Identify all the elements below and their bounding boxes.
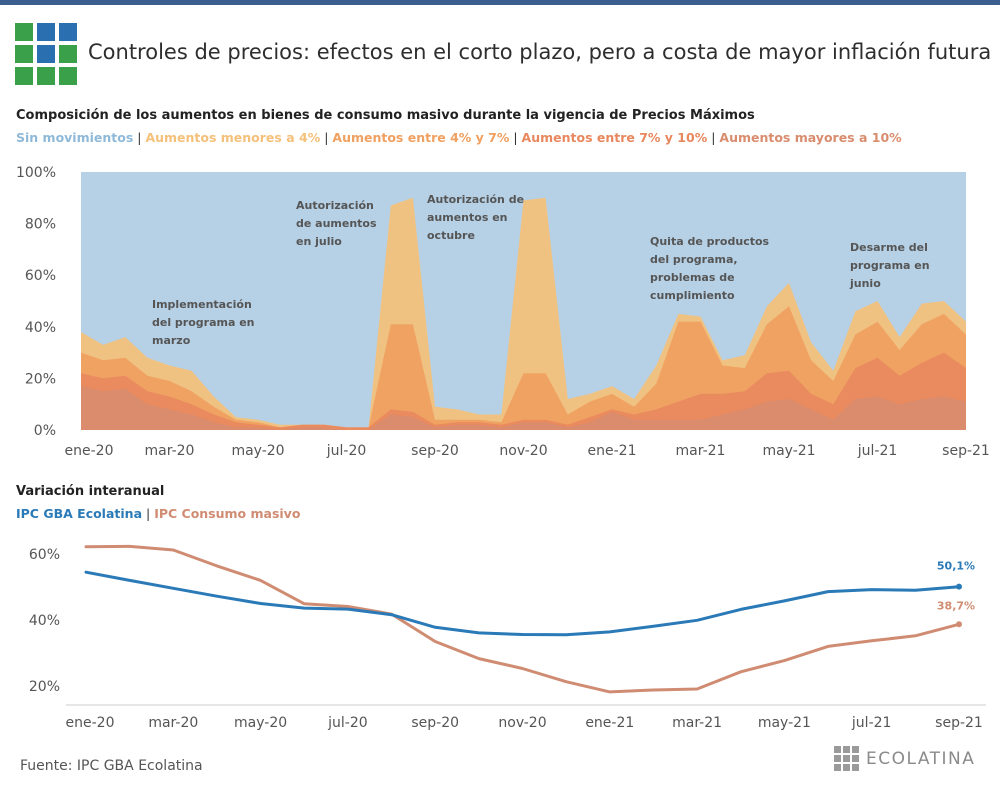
annotation: Quita de productos del programa, problemas… bbox=[650, 235, 770, 302]
annotation-line: aumentos en bbox=[427, 211, 508, 224]
annotation: Implementación del programa en marzo bbox=[152, 298, 255, 347]
x-tick-label: sep-20 bbox=[411, 715, 459, 731]
x-tick-label: jul-21 bbox=[851, 715, 892, 731]
annotation-line: programa en bbox=[850, 259, 930, 272]
x-tick-label: ene-21 bbox=[588, 443, 637, 459]
legend-menores-4: Aumentos menores a 4% bbox=[145, 130, 321, 145]
x-tick-label: may-20 bbox=[231, 443, 284, 459]
page-title: Controles de precios: efectos en el cort… bbox=[88, 40, 992, 64]
annotation-line: Implementación bbox=[152, 298, 252, 311]
legend-7-10: Aumentos entre 7% y 10% bbox=[521, 130, 708, 145]
x-tick-label: nov-20 bbox=[498, 715, 546, 731]
source-note: Fuente: IPC GBA Ecolatina bbox=[20, 758, 203, 774]
top-accent-bar bbox=[0, 0, 1000, 5]
end-point-marker bbox=[956, 583, 962, 590]
chart2-subtitle: Variación interanual bbox=[16, 484, 165, 499]
line-chart: 60% 40% 20% ene-20 mar-20 may-20 jul-20 sep-20 n… bbox=[29, 544, 986, 731]
legend-4-7: Aumentos entre 4% y 7% bbox=[332, 130, 510, 145]
annotation-line: Autorización bbox=[296, 199, 374, 212]
x-tick-label: sep-20 bbox=[411, 443, 459, 459]
annotation-line: del programa en bbox=[152, 316, 255, 329]
x-tick-label: mar-21 bbox=[672, 715, 722, 731]
chart1-legend: Sin movimientos | Aumentos menores a 4% … bbox=[16, 130, 902, 145]
annotation-line: junio bbox=[849, 277, 881, 290]
x-tick-label: may-21 bbox=[758, 715, 811, 731]
chart2-legend: IPC GBA Ecolatina | IPC Consumo masivo bbox=[16, 506, 301, 521]
y-tick-label: 0% bbox=[34, 423, 56, 439]
x-tick-label: jul-20 bbox=[326, 443, 367, 459]
annotation-line: cumplimiento bbox=[650, 289, 735, 302]
stacked-area-chart: 100% 80% 60% 40% 20% 0% ene-20 mar-20 may-20 jul-… bbox=[16, 165, 990, 459]
end-point-marker bbox=[956, 621, 962, 628]
y-tick-label: 40% bbox=[29, 613, 60, 629]
end-value-label: 38,7% bbox=[937, 599, 975, 612]
y-tick-label: 60% bbox=[25, 268, 56, 284]
brand-wordmark: ECOLATINA bbox=[866, 749, 976, 769]
y-tick-label: 40% bbox=[25, 320, 56, 336]
annotation-line: en julio bbox=[296, 235, 342, 248]
y-tick-label: 60% bbox=[29, 547, 60, 563]
annotation-line: Autorización de bbox=[427, 193, 524, 206]
annotation-line: octubre bbox=[427, 229, 475, 242]
x-tick-label: sep-21 bbox=[942, 443, 990, 459]
y-tick-label: 20% bbox=[25, 371, 56, 387]
legend-ipc-consumo: IPC Consumo masivo bbox=[154, 506, 301, 521]
annotation-line: marzo bbox=[152, 334, 191, 347]
annotation: Desarme del programa en junio bbox=[849, 241, 930, 290]
x-tick-label: ene-20 bbox=[65, 443, 114, 459]
y-tick-label: 100% bbox=[16, 165, 56, 181]
annotation-line: del programa, bbox=[650, 253, 738, 266]
x-tick-label: may-21 bbox=[762, 443, 815, 459]
chart1-subtitle: Composición de los aumentos en bienes de… bbox=[16, 108, 755, 123]
ecolatina-logo-mark bbox=[15, 23, 77, 85]
line-ipc-gba-ecolatina bbox=[84, 570, 961, 637]
x-tick-label: nov-20 bbox=[499, 443, 547, 459]
y-tick-label: 80% bbox=[25, 217, 56, 233]
x-tick-label: ene-21 bbox=[585, 715, 634, 731]
legend-sin-movimientos: Sin movimientos bbox=[16, 130, 134, 145]
brand-logo-icon bbox=[834, 746, 860, 772]
legend-ipc-gba: IPC GBA Ecolatina bbox=[16, 506, 143, 521]
x-tick-label: mar-21 bbox=[676, 443, 726, 459]
x-tick-label: mar-20 bbox=[148, 715, 198, 731]
end-value-label: 50,1% bbox=[937, 560, 975, 573]
annotation-line: de aumentos bbox=[296, 217, 377, 230]
x-tick-label: may-20 bbox=[234, 715, 287, 731]
annotation-line: Quita de productos bbox=[650, 235, 770, 248]
annotation-line: problemas de bbox=[650, 271, 735, 284]
x-tick-label: mar-20 bbox=[145, 443, 195, 459]
annotation: Autorización de aumentos en octubre bbox=[427, 193, 524, 242]
x-tick-label: jul-20 bbox=[327, 715, 368, 731]
annotation-line: Desarme del bbox=[850, 241, 928, 254]
x-tick-label: ene-20 bbox=[66, 715, 115, 731]
annotation: Autorización de aumentos en julio bbox=[296, 199, 377, 248]
y-tick-label: 20% bbox=[29, 679, 60, 695]
area-aumentos-mayores-a-10- bbox=[81, 386, 966, 430]
x-tick-label: jul-21 bbox=[857, 443, 898, 459]
line-ipc-consumo-masivo bbox=[84, 544, 961, 694]
x-tick-label: sep-21 bbox=[935, 715, 983, 731]
legend-mayores-10: Aumentos mayores a 10% bbox=[719, 130, 902, 145]
